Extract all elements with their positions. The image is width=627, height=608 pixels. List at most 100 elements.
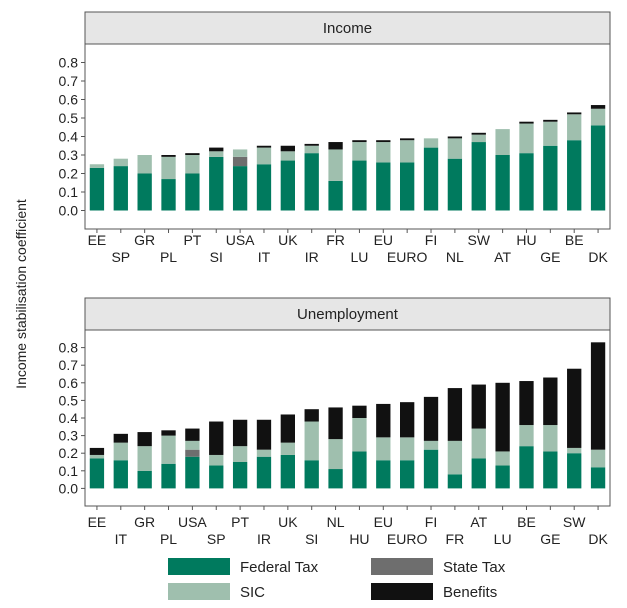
category-label: SW [467,232,490,248]
category-label: UK [278,232,298,248]
category-label: HU [516,232,536,248]
bar-segment-benefits [113,433,128,443]
bar-segment-federal-tax [543,451,558,489]
bar-segment-benefits [352,140,367,143]
category-label: EE [88,514,107,530]
category-label: PL [160,249,177,265]
bar-segment-sic [447,138,463,159]
bar-segment-state-tax [185,449,200,457]
bar-segment-sic [423,440,439,450]
category-label: PT [231,514,249,530]
y-axis-label: Income stabilisation coefficient [13,199,29,389]
category-label: NL [446,249,464,265]
category-label: FR [446,531,465,547]
bar-segment-benefits [471,384,486,429]
bar-segment-federal-tax [304,153,319,211]
y-tick-label: 0.2 [59,445,79,461]
bar-segment-sic [567,114,582,141]
legend-swatch-federal-tax [168,558,230,575]
legend-label: State Tax [443,559,506,576]
bar-segment-federal-tax [495,155,510,211]
bar-segment-benefits [328,407,343,440]
bar-segment-federal-tax [376,460,391,489]
bar-segment-sic [400,437,415,461]
bar-segment-benefits [161,430,176,436]
bar-segment-benefits [185,428,200,441]
y-tick-label: 0.2 [59,166,79,182]
bar-segment-sic [304,145,319,154]
bar-segment-federal-tax [280,160,295,211]
bar-segment-benefits [471,132,486,135]
bar-segment-sic [328,149,343,181]
category-label: IT [115,531,128,547]
bar-segment-federal-tax [209,156,224,211]
category-label: GE [540,249,560,265]
y-tick-label: 0.3 [59,428,79,444]
y-tick-label: 0.7 [59,73,79,89]
bar-segment-benefits [400,402,415,438]
bar-segment-benefits [209,421,224,455]
category-label: EU [374,514,393,530]
category-label: EE [88,232,107,248]
bar-segment-federal-tax [567,453,582,489]
category-label: GR [134,514,155,530]
bar-segment-sic [495,451,510,466]
bar-segment-benefits [495,382,510,452]
category-label: PT [183,232,201,248]
bar-segment-federal-tax [328,469,343,489]
bar-segment-sic [232,446,248,462]
bar-segment-sic [185,155,200,174]
bar-segment-sic [567,447,582,454]
category-label: BE [517,514,536,530]
category-label: SI [210,249,223,265]
bar-segment-benefits [400,138,415,141]
bar-segment-sic [209,454,224,466]
category-label: USA [226,232,255,248]
bar-segment-sic [209,151,224,157]
bar-segment-federal-tax [423,449,439,489]
category-label: FI [425,232,437,248]
bar-segment-federal-tax [447,158,463,211]
bar-segment-benefits [209,147,224,152]
y-tick-label: 0.6 [59,375,79,391]
legend-label: Federal Tax [240,559,319,576]
bar-segment-benefits [447,136,463,139]
bar-segment-sic [161,435,176,464]
bar-segment-sic [447,440,463,475]
bar-segment-benefits [567,368,582,448]
bar-segment-federal-tax [137,173,152,211]
panel-header [84,297,611,331]
category-label: IR [305,249,319,265]
bar-segment-benefits [280,414,295,443]
bar-segment-benefits [256,419,272,450]
bar-segment-federal-tax [256,456,272,489]
bar-segment-federal-tax [471,458,486,489]
category-label: USA [178,514,207,530]
bar-segment-benefits [519,381,534,426]
legend-swatch-state-tax [371,558,433,575]
bar-segment-federal-tax [185,173,200,211]
bar-segment-sic [304,421,319,461]
bar-segment-sic [113,442,128,461]
y-tick-label: 0.0 [59,203,79,219]
bar-segment-sic [185,440,200,450]
bar-segment-sic [113,158,128,167]
bar-segment-sic [280,442,295,455]
bar-segment-benefits [304,409,319,422]
y-tick-label: 0.8 [59,55,79,71]
bar-segment-federal-tax [161,179,176,211]
bar-segment-federal-tax [543,145,558,211]
bar-segment-benefits [447,388,463,441]
bar-segment-sic [352,142,367,161]
category-label: SW [563,514,586,530]
unemployment-panel: Unemployment 0.80.7 0.60.5 0.4 0.30.2 0.10.0 E… [59,297,611,547]
bar-segment-benefits [304,143,319,146]
bar-segment-federal-tax [256,164,272,211]
bar-segment-federal-tax [495,465,510,489]
category-label: AT [494,249,511,265]
bar-segment-federal-tax [328,180,343,211]
category-label: NL [327,514,345,530]
legend-label: SIC [240,584,265,601]
bar-segment-federal-tax [137,470,152,489]
bar-segment-sic [519,425,534,447]
